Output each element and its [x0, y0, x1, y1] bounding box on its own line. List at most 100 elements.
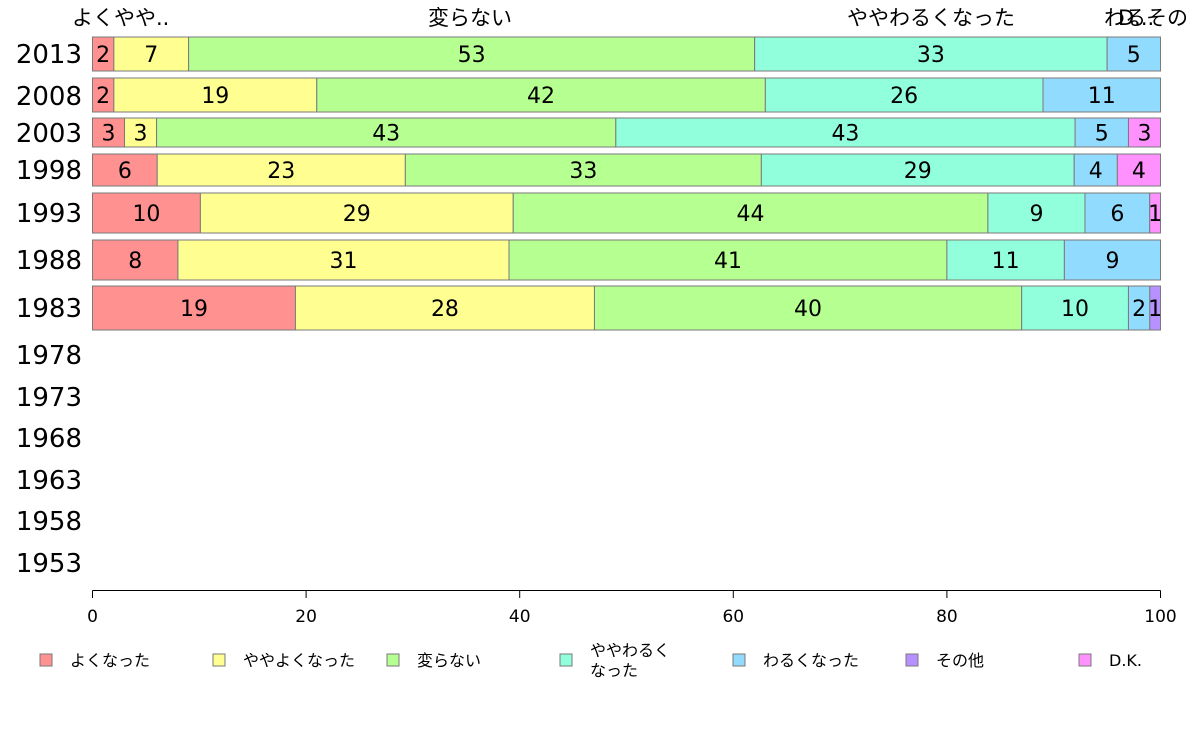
year-label: 1953 — [16, 549, 82, 579]
bar-segment — [316, 77, 766, 113]
bar-value-label: 9 — [1029, 202, 1043, 227]
bar-value-label: 1 — [1148, 297, 1162, 322]
year-label: 2003 — [16, 119, 82, 149]
bar-value-label: 5 — [1127, 43, 1141, 68]
bar-value-label: 53 — [458, 43, 486, 68]
legend-label: D.K. — [1109, 651, 1142, 670]
legend-item: ややよくなった — [212, 651, 355, 670]
bar-segment — [1021, 285, 1129, 331]
bar-segment — [113, 36, 190, 72]
bar-segment — [124, 117, 158, 148]
year-label: 1973 — [16, 383, 82, 413]
bar-segment — [113, 77, 318, 113]
bar-value-label: 6 — [1110, 202, 1124, 227]
bar-value-label: 9 — [1105, 249, 1119, 274]
year-label: 1993 — [16, 199, 82, 229]
legend-swatch — [386, 653, 400, 667]
bar-segment — [92, 153, 158, 187]
bar-segment — [987, 192, 1086, 234]
x-tick-label: 0 — [87, 607, 98, 627]
bar-value-label: 11 — [1088, 84, 1116, 109]
bar-segment — [1149, 285, 1161, 331]
bar-segment — [1074, 117, 1129, 148]
bar-segment — [512, 192, 989, 234]
bar-value-label: 11 — [992, 249, 1020, 274]
x-axis: 0 20 40 60 80 100 — [87, 590, 1177, 627]
bar-value-label: 5 — [1095, 122, 1109, 147]
top-label: D... — [1118, 6, 1154, 30]
bar-segment — [92, 117, 126, 148]
legend-item: わるくなった — [732, 651, 859, 670]
bar-value-label: 44 — [737, 202, 765, 227]
top-category-labels: よくやや.. 変らない ややわるくなった わるその..D... — [72, 6, 1188, 30]
bar-value-label: 4 — [1132, 159, 1146, 184]
bar-segment — [156, 153, 406, 187]
bar-value-label: 6 — [118, 159, 132, 184]
x-tick-label: 40 — [509, 607, 531, 627]
legend-swatch — [905, 653, 919, 667]
bar-value-label: 19 — [180, 297, 208, 322]
legend-swatch — [732, 653, 746, 667]
bar-segment — [1073, 153, 1118, 187]
bar-value-label: 7 — [144, 43, 158, 68]
top-label: ややわるくなった — [847, 6, 1015, 30]
legend-swatch — [1078, 653, 1092, 667]
bar-segment — [1063, 239, 1162, 281]
year-label: 1998 — [16, 156, 82, 186]
year-label: 2008 — [16, 82, 82, 112]
x-tick-label: 60 — [722, 607, 744, 627]
bar-value-label: 26 — [890, 84, 918, 109]
bar-segment — [156, 117, 617, 148]
legend-item: 変らない — [386, 651, 481, 670]
bar-segment — [760, 153, 1075, 187]
bar-value-label: 10 — [132, 202, 160, 227]
year-label: 1988 — [16, 246, 82, 276]
legend-item: その他 — [905, 651, 984, 670]
bar-value-label: 3 — [134, 122, 148, 147]
legend-label: ややよくなった — [243, 651, 355, 670]
legend-label: 変らない — [417, 651, 481, 670]
bar-value-label: 4 — [1089, 159, 1103, 184]
bar-value-label: 41 — [714, 249, 742, 274]
bar-segment — [1106, 36, 1161, 72]
year-label: 2013 — [16, 40, 82, 70]
bar-value-label: 2 — [96, 43, 110, 68]
top-label: よくやや.. — [72, 6, 169, 30]
x-tick-label: 20 — [295, 607, 317, 627]
bar-value-label: 28 — [431, 297, 459, 322]
bar-value-label: 43 — [831, 122, 859, 147]
bar-segment — [1149, 192, 1162, 234]
bar-value-label: 2 — [96, 84, 110, 109]
bar-segment — [404, 153, 762, 187]
bar-segment — [1084, 192, 1151, 234]
legend-label: わるくなった — [763, 651, 859, 670]
bar-value-label: 40 — [794, 297, 822, 322]
bar-value-label: 31 — [329, 249, 357, 274]
bars: 2 7 53 33 52 19 42 26 113 3 43 43 5 36 23 33 29 4 410 29 44 9… — [92, 36, 1162, 331]
bar-value-label: 3 — [1137, 122, 1151, 147]
bar-value-label: 8 — [128, 249, 142, 274]
year-label: 1958 — [16, 507, 82, 537]
legend-item: よくなった — [39, 651, 150, 670]
bar-value-label: 2 — [1132, 297, 1146, 322]
bar-value-label: 43 — [372, 122, 400, 147]
x-tick-label: 80 — [936, 607, 958, 627]
legend-item: ややわるくなった — [559, 641, 670, 680]
bar-value-label: 42 — [527, 84, 555, 109]
bar-segment — [92, 285, 296, 331]
bar-value-label: 33 — [569, 159, 597, 184]
bar-value-label: 3 — [102, 122, 116, 147]
bar-value-label: 1 — [1148, 202, 1162, 227]
bar-segment — [508, 239, 948, 281]
year-label: 1983 — [16, 294, 82, 324]
bar-segment — [946, 239, 1065, 281]
bar-value-label: 23 — [267, 159, 295, 184]
bar-value-label: 19 — [201, 84, 229, 109]
top-label: 変らない — [428, 6, 512, 30]
bar-segment — [593, 285, 1023, 331]
legend-swatch — [559, 653, 573, 667]
legend-item: D.K. — [1078, 651, 1142, 670]
legend-label: ややわるくなった — [590, 641, 670, 680]
top-label: わるその.. — [1104, 6, 1188, 30]
